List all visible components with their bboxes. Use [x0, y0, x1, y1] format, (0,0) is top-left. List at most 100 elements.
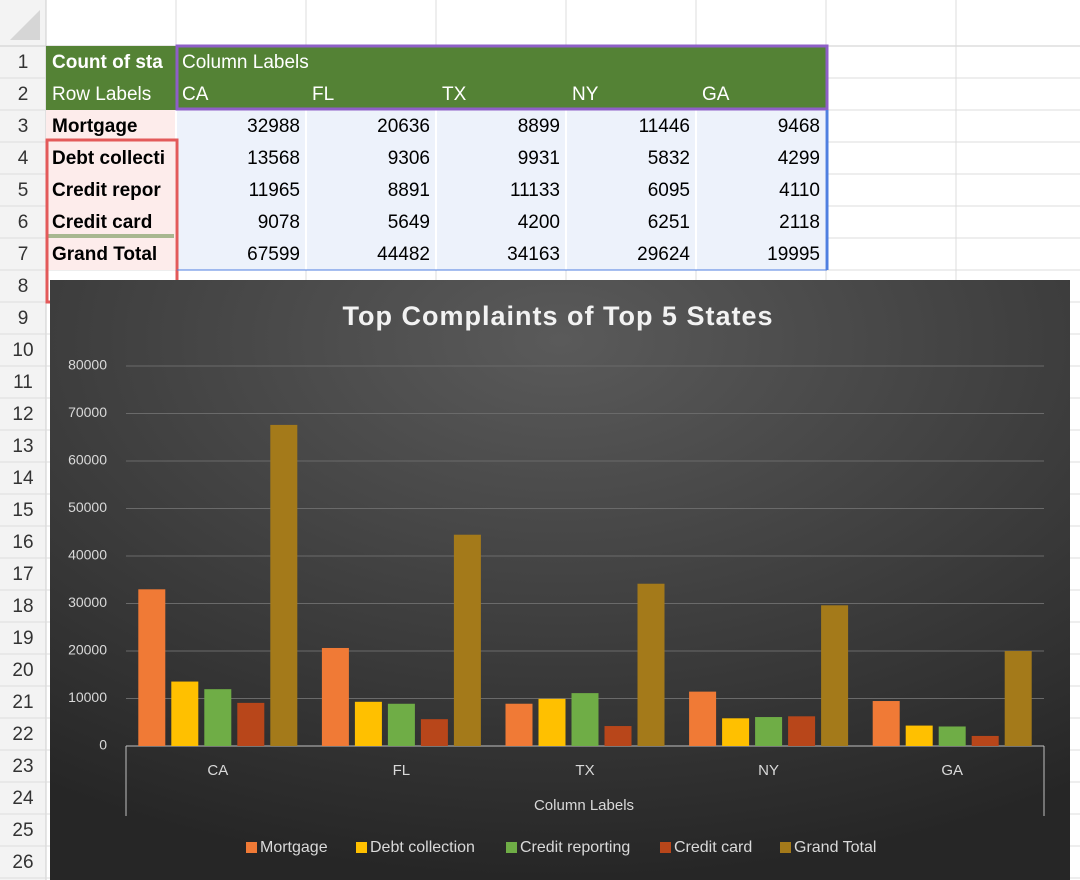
bar [821, 605, 849, 746]
row-label: Debt collecti [52, 148, 165, 169]
column-header: FL [312, 84, 334, 105]
legend-swatch [780, 842, 791, 853]
x-tick-label: FL [393, 762, 411, 779]
bar [138, 589, 166, 746]
row-number: 23 [12, 756, 33, 777]
row-number: 12 [12, 404, 33, 425]
cell-value: 67599 [247, 244, 300, 265]
cell-value: 34163 [507, 244, 560, 265]
cell-value: 6095 [648, 180, 690, 201]
row-number: 5 [18, 180, 29, 201]
bar [171, 681, 199, 746]
column-labels: Column Labels [182, 52, 309, 73]
bar [354, 701, 382, 746]
pivot-corner: Count of sta [52, 52, 163, 73]
row-label: Mortgage [52, 116, 138, 137]
bar [453, 534, 481, 746]
bar [637, 583, 665, 746]
row-header [0, 0, 46, 880]
row-number: 18 [12, 596, 33, 617]
legend-label: Debt collection [370, 839, 475, 856]
cell-value: 4110 [779, 180, 820, 201]
cell-value: 20636 [377, 116, 430, 137]
bar [387, 703, 415, 746]
column-header: GA [702, 84, 730, 105]
legend-label: Credit reporting [520, 839, 630, 856]
cell-value: 9078 [258, 212, 300, 233]
row-number: 1 [18, 52, 29, 73]
y-tick-label: 80000 [68, 357, 107, 373]
row-number: 21 [12, 692, 33, 713]
row-number: 14 [12, 468, 34, 489]
legend-label: Credit card [674, 839, 752, 856]
row-number: 2 [18, 84, 29, 105]
bar [571, 693, 599, 746]
row-labels: Row Labels [52, 84, 151, 105]
x-tick-label: NY [758, 762, 779, 779]
bar [722, 718, 750, 746]
row-number: 22 [12, 724, 33, 745]
row-number: 24 [12, 788, 34, 809]
row-number: 16 [12, 532, 33, 553]
bar [505, 703, 533, 746]
x-axis-title: Column Labels [534, 797, 634, 814]
cell-value: 11446 [639, 116, 690, 137]
legend-swatch [506, 842, 517, 853]
column-header: CA [182, 84, 209, 105]
cell-value: 5832 [648, 148, 690, 169]
cell-value: 4299 [778, 148, 820, 169]
y-tick-label: 50000 [68, 499, 107, 515]
cell-value: 9306 [388, 148, 430, 169]
row-number: 25 [12, 820, 33, 841]
y-tick-label: 0 [99, 737, 107, 753]
y-tick-label: 70000 [68, 404, 107, 420]
row-number: 17 [12, 564, 33, 585]
y-tick-label: 10000 [68, 689, 107, 705]
bar [872, 701, 900, 746]
legend-swatch [356, 842, 367, 853]
x-tick-label: GA [941, 762, 963, 779]
row-number: 6 [18, 212, 29, 233]
x-tick-label: TX [575, 762, 594, 779]
column-header [0, 0, 1080, 46]
row-number: 3 [18, 116, 29, 137]
cell-value: 5649 [388, 212, 430, 233]
chart-area[interactable] [50, 280, 1070, 880]
row-number: 4 [18, 148, 29, 169]
bar [788, 716, 816, 746]
cell-value: 8891 [388, 180, 430, 201]
cell-value: 13568 [247, 148, 300, 169]
y-tick-label: 20000 [68, 642, 107, 658]
x-tick-label: CA [207, 762, 228, 779]
row-number: 19 [12, 628, 33, 649]
row-number: 10 [12, 340, 33, 361]
cell-value: 9468 [778, 116, 820, 137]
row-label-fill [46, 110, 176, 270]
values-fill [176, 110, 826, 270]
bar [270, 424, 298, 746]
legend-swatch [660, 842, 671, 853]
bar [755, 717, 783, 746]
row-number: 9 [18, 308, 29, 329]
bar [604, 726, 632, 746]
bar [420, 719, 448, 746]
row-number: 7 [18, 244, 29, 265]
bar [538, 698, 566, 746]
cell-value: 6251 [648, 212, 690, 233]
chart[interactable]: Top Complaints of Top 5 States Column La… [50, 280, 1070, 880]
bar [204, 689, 232, 746]
row-number: 26 [12, 852, 33, 873]
bar [938, 726, 966, 746]
row-label: Credit card [52, 212, 152, 233]
row-label: Credit repor [52, 180, 161, 201]
cell-value: 19995 [767, 244, 820, 265]
column-header: NY [572, 84, 599, 105]
bar [905, 725, 933, 746]
bar [689, 691, 717, 746]
row-number: 13 [12, 436, 33, 457]
legend-swatch [246, 842, 257, 853]
bar [1004, 651, 1032, 746]
cell-value: 9931 [518, 148, 560, 169]
bar [971, 735, 999, 746]
column-header: TX [442, 84, 467, 105]
